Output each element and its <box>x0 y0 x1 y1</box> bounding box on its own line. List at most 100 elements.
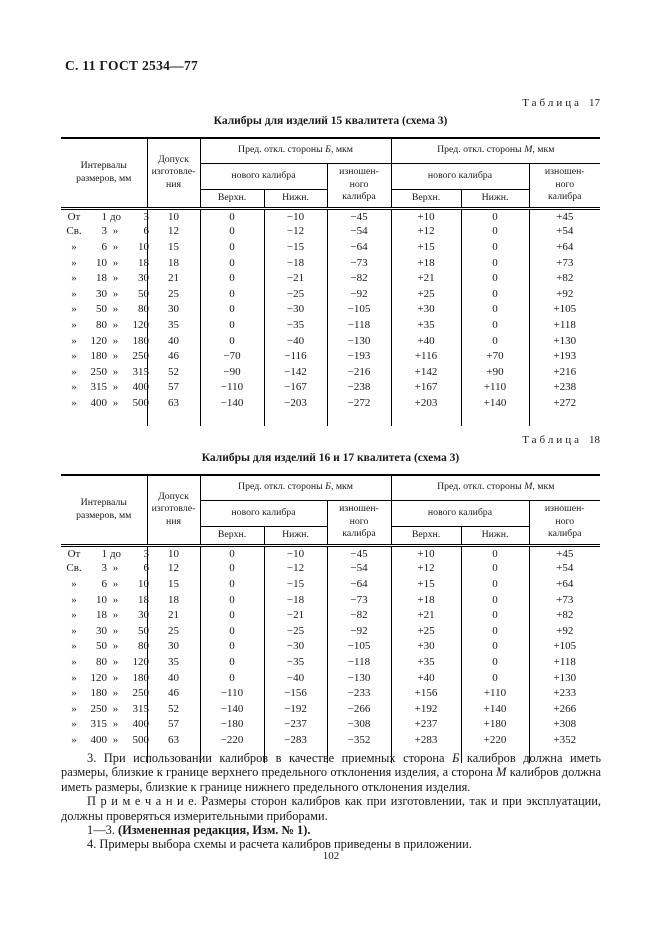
value-cell: −90 <box>199 363 264 380</box>
value-cell: 0 <box>199 545 264 561</box>
value-cell: 10 <box>146 545 200 561</box>
table-row: Св. 3» 6 12 0 −12 −54 +12 0 +54 <box>61 223 601 240</box>
interval-cell: » 10» 18 <box>71 593 149 606</box>
value-cell: 25 <box>146 285 200 302</box>
value-cell: −180 <box>199 716 264 733</box>
value-cell: +64 <box>528 576 601 592</box>
subheader-lower-m: Нижн. <box>460 526 529 547</box>
interval-cell: » 6» 10 <box>71 577 149 590</box>
table-row: » 50» 80 30 0 −30 −105 +30 0 +105 <box>61 301 601 318</box>
value-cell: 0 <box>460 576 529 592</box>
value-cell: +233 <box>528 685 601 701</box>
table-17-title: Калибры для изделий 15 квалитета (схема … <box>213 115 448 127</box>
text-segment: , мкм <box>532 481 555 493</box>
value-cell: −156 <box>263 685 327 701</box>
text-segment: Б <box>325 144 331 156</box>
subheader-lower-b: Нижн. <box>263 526 327 547</box>
value-cell: 0 <box>460 208 529 224</box>
value-cell: +167 <box>390 379 461 396</box>
value-cell: −272 <box>326 395 391 411</box>
interval-cell: » 80» 120 <box>71 655 149 668</box>
value-cell: +110 <box>460 685 529 701</box>
value-cell: 35 <box>146 654 200 670</box>
interval-cell: » 120» 180 <box>71 671 149 684</box>
value-cell: −92 <box>326 622 391 639</box>
table-row: Св. 3» 6 12 0 −12 −54 +12 0 +54 <box>61 560 601 577</box>
value-cell: −167 <box>263 379 327 396</box>
value-cell: 12 <box>146 560 200 577</box>
value-cell: +180 <box>460 716 529 733</box>
value-cell: −92 <box>326 285 391 302</box>
value-cell: +130 <box>528 332 601 349</box>
table-row: » 6» 10 15 0 −15 −64 +15 0 +64 <box>61 239 601 255</box>
value-cell: 57 <box>146 716 200 733</box>
table-17-block: Таблица 17 Калибры для изделий 15 квалите… <box>61 97 601 427</box>
interval-cell: Св. 3» 6 <box>66 225 149 238</box>
value-cell: +12 <box>390 560 461 577</box>
value-cell: +30 <box>390 638 461 655</box>
gauge-table-quality-15: Интервалы размеров, мм Допуск изготовле-… <box>61 137 601 427</box>
value-cell: −25 <box>263 285 327 302</box>
value-cell: 40 <box>146 669 200 686</box>
table-row: » 18» 30 21 0 −21 −82 +21 0 +82 <box>61 270 601 286</box>
text-segment: 3. При использовании калибров в качестве… <box>87 751 453 765</box>
value-cell: +25 <box>390 285 461 302</box>
value-cell: +90 <box>460 363 529 380</box>
value-cell: −64 <box>326 576 391 592</box>
value-cell: +21 <box>390 270 461 286</box>
value-cell: +82 <box>528 270 601 286</box>
value-cell: 0 <box>199 332 264 349</box>
value-cell: 0 <box>199 576 264 592</box>
interval-cell: Св. 3» 6 <box>66 562 149 575</box>
subheader-new-gauge-b: нового калибра <box>199 163 327 190</box>
value-cell: +40 <box>390 669 461 686</box>
value-cell: −73 <box>326 254 391 271</box>
column-header-intervals: Интервалы размеров, мм <box>61 138 147 210</box>
value-cell: 18 <box>146 254 200 271</box>
value-cell: −110 <box>199 685 264 701</box>
value-cell: −266 <box>326 700 391 717</box>
page-number: 102 <box>322 850 340 862</box>
table-row: » 250» 315 52 −90 −142 −216 +142 +90 +216 <box>61 363 601 380</box>
value-cell: −40 <box>263 332 327 349</box>
interval-cell: От 1 до 3 <box>67 547 149 560</box>
value-cell: 63 <box>146 395 200 411</box>
table-row: » 120» 180 40 0 −40 −130 +40 0 +130 <box>61 332 601 349</box>
value-cell: 18 <box>146 591 200 608</box>
text-segment: М <box>496 765 507 780</box>
subheader-new-gauge-m: нового калибра <box>390 500 529 527</box>
table-row: » 10» 18 18 0 −18 −73 +18 0 +73 <box>61 254 601 271</box>
value-cell: 0 <box>199 654 264 670</box>
interval-cell: » 18» 30 <box>71 609 149 622</box>
value-cell: −18 <box>263 254 327 271</box>
value-cell: 15 <box>146 576 200 592</box>
value-cell: +30 <box>390 301 461 318</box>
value-cell: 0 <box>460 270 529 286</box>
table-row: » 80» 120 35 0 −35 −118 +35 0 +118 <box>61 317 601 333</box>
value-cell: +92 <box>528 285 601 302</box>
value-cell: −216 <box>326 363 391 380</box>
value-cell: −238 <box>326 379 391 396</box>
text-segment: калибров должна иметь размеры, близкие к… <box>61 751 601 780</box>
table-row: » 315» 400 57 −180 −237 −308 +237 +180 +308 <box>61 716 601 733</box>
value-cell: 0 <box>460 301 529 318</box>
table-18-block: Таблица 18 Калибры для изделий 16 и 17 кв… <box>61 434 601 764</box>
value-cell: 0 <box>199 285 264 302</box>
interval-cell: » 80» 120 <box>71 318 149 331</box>
value-cell: 21 <box>146 607 200 623</box>
text-segment: 1—3. <box>87 823 118 838</box>
value-cell: −193 <box>326 348 391 364</box>
subheader-upper-m: Верхн. <box>390 189 461 210</box>
value-cell: −308 <box>326 716 391 733</box>
value-cell: 0 <box>460 239 529 255</box>
value-cell: −237 <box>263 716 327 733</box>
value-cell: −82 <box>326 270 391 286</box>
value-cell: −18 <box>263 591 327 608</box>
value-cell: −45 <box>326 545 391 561</box>
value-cell: 0 <box>460 254 529 271</box>
text-segment: , мкм <box>330 144 353 156</box>
value-cell: 0 <box>460 285 529 302</box>
subheader-lower-m: Нижн. <box>460 189 529 210</box>
value-cell: +73 <box>528 254 601 271</box>
note-paragraph-3: 3. При использовании калибров в качестве… <box>61 751 601 794</box>
